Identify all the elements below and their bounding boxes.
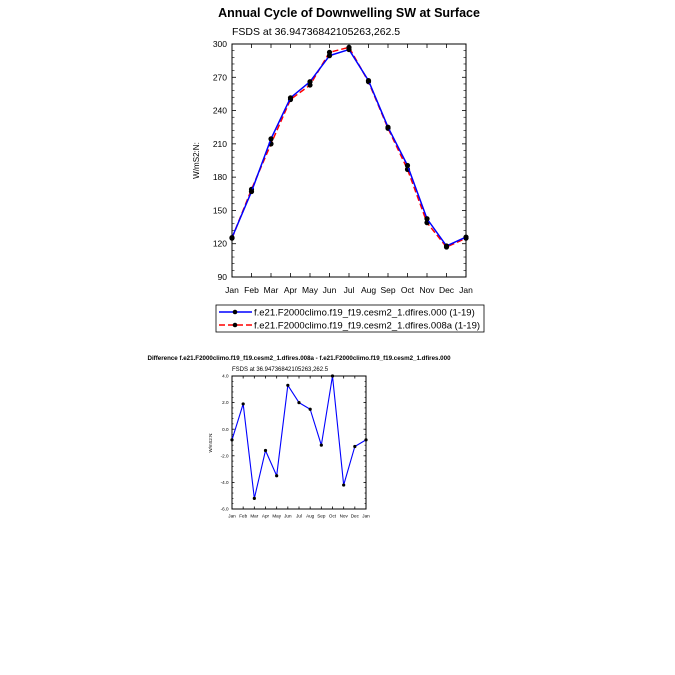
data-point	[365, 78, 372, 84]
legend-entry-label: f.e21.F2000climo.f19_f19.cesm2_1.dfires.…	[254, 321, 480, 332]
data-point	[230, 438, 234, 442]
data-point	[297, 401, 301, 405]
x-tick-label: Jan	[228, 514, 236, 519]
x-tick-label: Dec	[351, 514, 360, 519]
data-point	[326, 53, 333, 59]
data-point	[248, 188, 255, 195]
x-tick-label: Jul	[344, 285, 355, 295]
legend-entry-label: f.e21.F2000climo.f19_f19.cesm2_1.dfires.…	[254, 308, 475, 319]
x-tick-label: Jan	[459, 285, 473, 295]
x-tick-label: Sep	[317, 514, 326, 519]
legend-box	[215, 304, 485, 333]
x-tick-label: Jun	[323, 285, 337, 295]
y-tick-label: 120	[213, 239, 227, 249]
chart-title: Annual Cycle of Downwelling SW at Surfac…	[218, 6, 480, 20]
x-tick-label: Aug	[306, 514, 315, 519]
chart-subtitle: FSDS at 36.94736842105263,262.5	[232, 26, 400, 38]
legend-marker	[232, 322, 238, 328]
data-point	[241, 402, 245, 406]
x-tick-label: Nov	[419, 285, 435, 295]
data-point	[404, 162, 411, 169]
x-tick-label: Apr	[262, 514, 270, 519]
legend-marker	[232, 309, 238, 315]
x-tick-label: Mar	[264, 285, 279, 295]
data-point	[443, 243, 450, 249]
y-tick-label: -2.0	[221, 453, 229, 458]
y-tick-label: 150	[213, 205, 227, 215]
y-axis-label: W/mS2:N:	[192, 142, 201, 179]
x-tick-label: May	[302, 285, 319, 295]
data-point	[287, 95, 294, 101]
data-point	[229, 235, 235, 241]
y-tick-label: 180	[213, 172, 227, 182]
chart-subtitle: FSDS at 36.94736842105263,262.5	[232, 367, 329, 373]
series-line	[231, 375, 367, 499]
y-tick-label: 90	[218, 272, 228, 282]
series-line	[231, 46, 467, 248]
x-tick-label: Jun	[284, 514, 292, 519]
data-point	[330, 374, 335, 378]
x-tick-label: Oct	[401, 285, 415, 295]
x-tick-label: Oct	[329, 514, 337, 519]
data-point	[385, 124, 391, 130]
y-tick-label: 0.0	[222, 427, 229, 432]
plot-frame	[231, 43, 467, 278]
y-tick-label: 300	[213, 39, 227, 49]
data-point	[268, 136, 274, 142]
y-tick-label: 2.0	[222, 400, 229, 405]
data-point	[275, 474, 279, 478]
data-point	[463, 234, 469, 240]
x-tick-label: Sep	[380, 285, 395, 295]
data-point	[252, 496, 256, 500]
y-tick-label: 240	[213, 106, 227, 116]
x-tick-label: May	[272, 514, 281, 519]
data-point	[308, 407, 312, 411]
data-point	[263, 448, 268, 453]
y-tick-label: -6.0	[221, 507, 229, 512]
y-tick-label: 4.0	[222, 374, 229, 379]
x-tick-label: Jul	[296, 514, 302, 519]
x-tick-label: Feb	[244, 285, 259, 295]
x-tick-label: Apr	[284, 285, 297, 295]
data-point	[346, 46, 352, 53]
y-tick-label: -4.0	[221, 480, 229, 485]
data-point	[286, 383, 290, 387]
y-axis-label: W/mS2:N:	[208, 433, 213, 453]
x-tick-label: Feb	[239, 514, 247, 519]
y-tick-label: 270	[213, 72, 227, 82]
data-point	[424, 216, 430, 222]
data-point	[319, 443, 323, 447]
y-tick-label: 210	[213, 139, 227, 149]
x-tick-label: Dec	[439, 285, 455, 295]
series-line	[231, 48, 467, 247]
x-tick-label: Aug	[361, 285, 376, 295]
data-point	[307, 79, 313, 85]
x-tick-label: Mar	[250, 514, 258, 519]
data-point	[364, 438, 368, 442]
plot-frame	[231, 375, 367, 510]
data-point	[353, 444, 357, 449]
data-point	[342, 483, 346, 487]
chart-title: Difference f.e21.F2000climo.f19_f19.cesm…	[147, 355, 451, 362]
x-tick-label: Jan	[225, 285, 239, 295]
x-tick-label: Jan	[362, 514, 370, 519]
x-tick-label: Nov	[340, 514, 349, 519]
